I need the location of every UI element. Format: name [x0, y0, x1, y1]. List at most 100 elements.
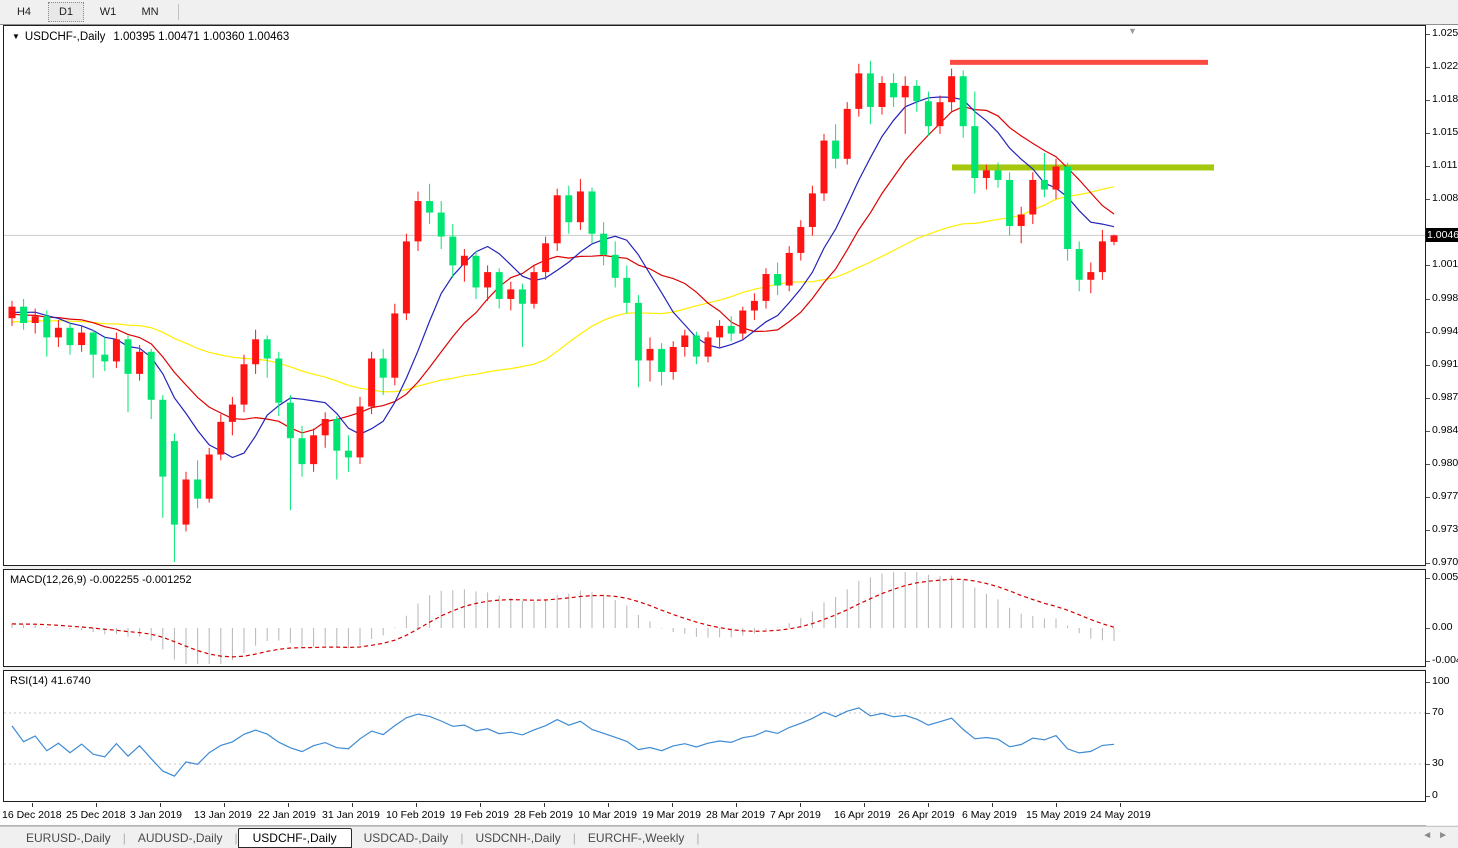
- date-axis-label: 10 Mar 2019: [578, 809, 637, 821]
- support-line[interactable]: [952, 164, 1214, 171]
- candle: [31, 316, 39, 323]
- date-axis-label: 3 Jan 2019: [130, 809, 182, 821]
- candle: [565, 195, 573, 223]
- price-axis-label-tick: [1426, 34, 1430, 35]
- timeframe-button-w1[interactable]: W1: [99, 6, 117, 18]
- candle: [182, 479, 190, 525]
- chart-tab-eurusd[interactable]: EURUSD-,Daily: [26, 831, 111, 845]
- pane-separator[interactable]: [3, 566, 1426, 569]
- rsi-pane[interactable]: RSI(14) 41.6740: [3, 670, 1426, 802]
- candle: [959, 76, 967, 127]
- candle: [379, 358, 387, 378]
- candle: [1029, 179, 1037, 215]
- date-axis-tick: [288, 803, 289, 807]
- date-axis[interactable]: 16 Dec 2018 25 Dec 2018 3 Jan 2019 13 Jan 2…: [0, 803, 1426, 826]
- candle: [136, 351, 144, 374]
- candle: [124, 339, 132, 374]
- candle: [542, 243, 550, 273]
- chart-title: ▼ USDCHF-,Daily 1.00395 1.00471 1.00360 1.…: [12, 31, 289, 43]
- price-axis-label: 0.97740: [1432, 489, 1458, 502]
- rsi-axis-label-tick: [1426, 796, 1430, 797]
- candle: [1052, 166, 1060, 190]
- ma-mid-red: [11, 106, 1115, 434]
- toolbar-separator: [178, 4, 179, 20]
- candle: [1075, 249, 1083, 280]
- price-axis-label-tick: [1426, 397, 1430, 399]
- rsi-axis-label-tick: [1426, 682, 1430, 683]
- candle: [495, 272, 503, 299]
- candle: [298, 438, 306, 465]
- chart-tab-usdcnh[interactable]: USDCNH-,Daily: [475, 831, 561, 845]
- symbol-dropdown-icon[interactable]: ▼: [12, 32, 20, 41]
- macd-signal-line: [11, 578, 1115, 658]
- candle: [89, 332, 97, 355]
- pane-separator[interactable]: [3, 667, 1426, 670]
- candle: [507, 289, 515, 299]
- date-axis-label: 22 Jan 2019: [258, 809, 316, 821]
- candle: [78, 332, 86, 346]
- price-axis-label: 0.98770: [1432, 390, 1458, 403]
- price-axis-label: 1.02560: [1432, 27, 1458, 39]
- date-axis-tick: [352, 803, 353, 807]
- price-axis[interactable]: 1.00463 1.02560 1.02220 1.01870 1.01530 1.01…: [1426, 25, 1458, 825]
- date-axis-label: 26 Apr 2019: [898, 809, 955, 821]
- candle: [368, 358, 376, 407]
- price-axis-label: 0.98420: [1432, 424, 1458, 437]
- candle: [588, 191, 596, 234]
- candle: [936, 102, 944, 127]
- candle: [924, 101, 932, 127]
- candle: [310, 435, 318, 465]
- price-axis-label: 0.98080: [1432, 457, 1458, 470]
- macd-axis-label-tick: [1426, 661, 1430, 662]
- candle: [333, 419, 341, 451]
- tab-scroll-left-icon[interactable]: ◄: [1422, 830, 1439, 841]
- autoscroll-marker-icon[interactable]: ▼: [1128, 26, 1137, 36]
- chart-ohlc-values: 1.00395 1.00471 1.00360 1.00463: [113, 31, 290, 43]
- date-axis-label: 28 Feb 2019: [514, 809, 573, 821]
- candle: [414, 201, 422, 242]
- chart-client-area: ▼ USDCHF-,Daily 1.00395 1.00471 1.00360 1.…: [0, 25, 1458, 826]
- date-axis-tick: [736, 803, 737, 807]
- timeframe-button-h4[interactable]: H4: [16, 6, 32, 18]
- candle: [228, 404, 236, 422]
- resistance-line[interactable]: [950, 59, 1208, 65]
- tab-separator: |: [572, 831, 576, 845]
- candle: [948, 76, 956, 103]
- candle: [878, 82, 886, 107]
- rsi-axis-label: 30: [1432, 757, 1444, 769]
- timeframe-button-mn[interactable]: MN: [141, 6, 159, 18]
- date-axis-tick: [416, 803, 417, 807]
- chart-tab-audusd[interactable]: AUDUSD-,Daily: [137, 831, 223, 845]
- candle: [321, 419, 329, 436]
- candle: [623, 277, 631, 303]
- price-axis-label-tick: [1426, 265, 1430, 267]
- candle: [669, 346, 677, 372]
- price-axis-label-tick: [1426, 298, 1430, 300]
- tab-scroll-right-icon[interactable]: ►: [1438, 830, 1454, 841]
- candle: [1064, 166, 1072, 250]
- rsi-line: [11, 707, 1115, 777]
- candle: [1110, 235, 1118, 242]
- candle: [971, 126, 979, 179]
- chart-tab-eurchf[interactable]: EURCHF-,Weekly: [587, 831, 685, 845]
- price-chart-canvas[interactable]: [4, 26, 1425, 565]
- date-axis-label: 19 Feb 2019: [450, 809, 509, 821]
- candle: [1040, 179, 1048, 190]
- date-axis-tick: [608, 803, 609, 807]
- tab-separator: |: [122, 831, 126, 845]
- price-chart-pane[interactable]: ▼ USDCHF-,Daily 1.00395 1.00471 1.00360 1.…: [3, 25, 1426, 566]
- candle: [159, 399, 167, 477]
- candle: [263, 339, 271, 359]
- chart-tab-usdchf[interactable]: USDCHF-,Daily: [237, 828, 352, 848]
- price-axis-label: 0.97050: [1432, 556, 1458, 568]
- candle: [727, 325, 735, 334]
- macd-axis-label: -0.00424: [1432, 654, 1458, 666]
- macd-pane[interactable]: MACD(12,26,9) -0.002255 -0.001252: [3, 569, 1426, 667]
- price-axis-label: 1.01530: [1432, 125, 1458, 138]
- price-axis-label: 1.01870: [1432, 93, 1458, 106]
- chart-tab-usdcad[interactable]: USDCAD-,Daily: [363, 831, 449, 845]
- timeframe-button-d1[interactable]: D1: [48, 2, 84, 22]
- rsi-canvas: [4, 707, 1425, 777]
- candle: [240, 364, 248, 405]
